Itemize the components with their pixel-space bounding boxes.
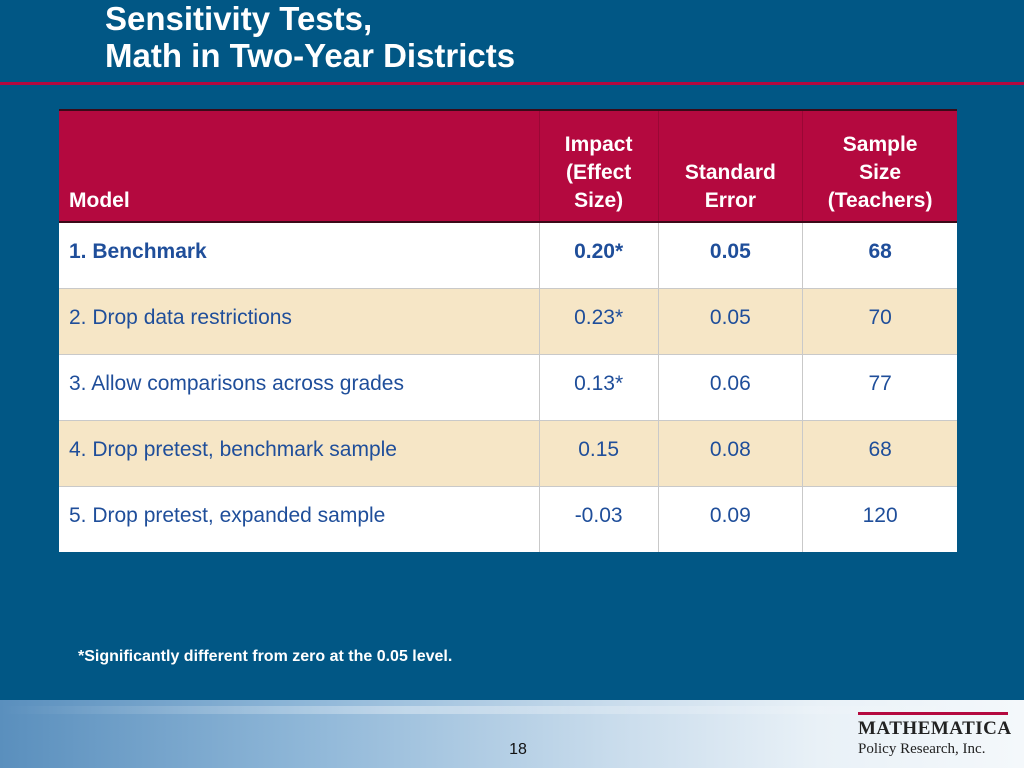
cell-standard-error: 0.05 xyxy=(657,221,803,289)
cell-standard-error: 0.08 xyxy=(657,420,803,487)
logo-bar xyxy=(858,712,1008,715)
cell-sample-size: 68 xyxy=(802,420,957,487)
slide-title: Sensitivity Tests, Math in Two-Year Dist… xyxy=(105,0,515,74)
table-row: 3. Allow comparisons across grades 0.13*… xyxy=(59,354,957,421)
cell-impact: 0.15 xyxy=(538,420,658,487)
table-row: 4. Drop pretest, benchmark sample 0.15 0… xyxy=(59,420,957,487)
header-se-line-2: Error xyxy=(704,189,757,212)
cell-model: 3. Allow comparisons across grades xyxy=(59,354,540,421)
cell-standard-error: 0.09 xyxy=(657,486,803,552)
cell-model: 4. Drop pretest, benchmark sample xyxy=(59,420,540,487)
cell-impact: -0.03 xyxy=(538,486,658,552)
title-divider xyxy=(0,82,1024,85)
table-row: 1. Benchmark 0.20* 0.05 68 xyxy=(59,221,957,289)
header-impact-line-2: (Effect xyxy=(565,161,632,184)
cell-sample-size: 70 xyxy=(802,288,957,355)
header-n-line-1: Sample xyxy=(842,133,918,156)
cell-standard-error: 0.05 xyxy=(657,288,803,355)
header-n-line-2: Size xyxy=(859,161,902,184)
header-impact-line-1: Impact xyxy=(564,133,633,156)
results-table: Model Impact (Effect Size) Standard Erro… xyxy=(59,109,957,552)
significance-footnote: *Significantly different from zero at th… xyxy=(78,648,453,665)
table-row: 5. Drop pretest, expanded sample -0.03 0… xyxy=(59,486,957,552)
cell-sample-size: 120 xyxy=(802,486,957,552)
cell-model: 1. Benchmark xyxy=(59,221,540,289)
mathematica-logo: MATHEMATICA Policy Research, Inc. xyxy=(858,712,1011,762)
header-model: Model xyxy=(59,109,540,223)
page-number: 18 xyxy=(509,741,527,758)
header-sample-size: Sample Size (Teachers) xyxy=(802,109,957,223)
logo-wordmark: MATHEMATICA xyxy=(858,718,1012,739)
header-impact-line-3: Size) xyxy=(574,189,624,212)
cell-impact: 0.23* xyxy=(538,288,658,355)
header-standard-error: Standard Error xyxy=(657,109,803,223)
slide-title-line-2: Math in Two-Year Districts xyxy=(105,37,516,74)
header-n-line-3: (Teachers) xyxy=(827,189,933,212)
cell-model: 2. Drop data restrictions xyxy=(59,288,540,355)
header-model-label: Model xyxy=(69,189,130,212)
logo-subtitle: Policy Research, Inc. xyxy=(858,741,986,757)
header-impact: Impact (Effect Size) xyxy=(538,109,658,223)
cell-impact: 0.20* xyxy=(538,221,658,289)
footer-highlight xyxy=(0,706,1024,714)
header-se-line-1: Standard xyxy=(684,161,776,184)
cell-standard-error: 0.06 xyxy=(657,354,803,421)
slide-title-line-1: Sensitivity Tests, xyxy=(105,0,373,37)
footer-band xyxy=(0,700,1024,768)
table-row: 2. Drop data restrictions 0.23* 0.05 70 xyxy=(59,288,957,355)
cell-sample-size: 77 xyxy=(802,354,957,421)
cell-model: 5. Drop pretest, expanded sample xyxy=(59,486,540,552)
cell-impact: 0.13* xyxy=(538,354,658,421)
cell-sample-size: 68 xyxy=(802,221,957,289)
table-header-row: Model Impact (Effect Size) Standard Erro… xyxy=(59,109,957,223)
